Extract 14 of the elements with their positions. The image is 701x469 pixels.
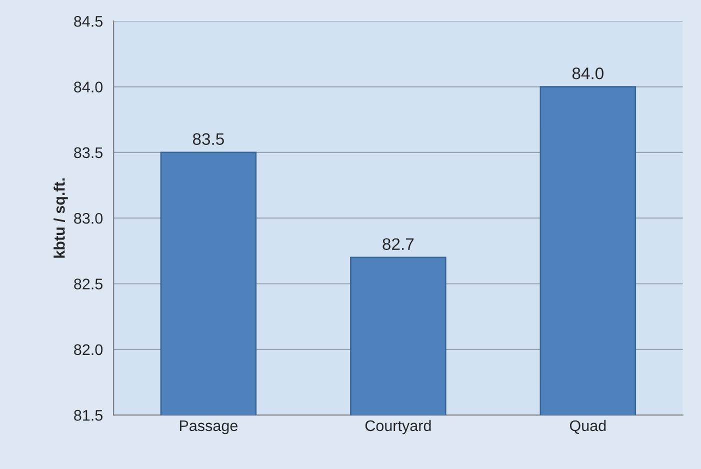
x-tick-label: Courtyard <box>365 420 431 434</box>
y-tick-label: 84.0 <box>74 82 103 92</box>
data-label: 83.5 <box>192 133 224 145</box>
data-label: 82.7 <box>382 238 414 250</box>
y-tick-label: 84.5 <box>74 16 103 27</box>
y-tick-label: 82.5 <box>74 278 103 290</box>
x-tick-label: Passage <box>180 420 238 434</box>
y-tick-label: 83.0 <box>74 212 103 224</box>
y-tick-label: 83.5 <box>74 147 103 158</box>
x-tick-label: Quad <box>570 420 606 434</box>
y-tick-label: 81.5 <box>74 410 103 421</box>
data-label: 84.0 <box>572 68 604 80</box>
y-tick-label: 82.0 <box>74 344 103 356</box>
y-axis-title: kbtu / sq.ft. <box>54 178 68 258</box>
